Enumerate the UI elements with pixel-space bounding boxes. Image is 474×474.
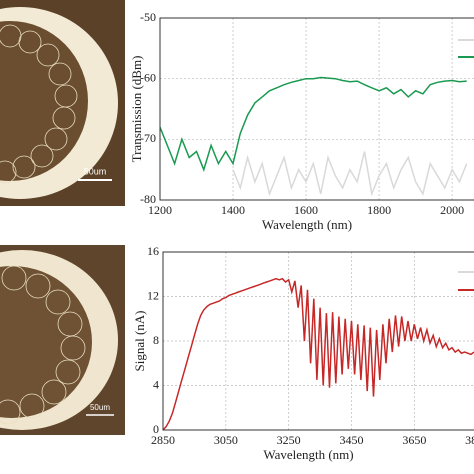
y-tick-label: -70 bbox=[140, 131, 156, 145]
micrograph-bottom: 50um bbox=[0, 245, 125, 435]
x-axis-label: Wavelength (nm) bbox=[263, 447, 353, 462]
y-tick-label: 4 bbox=[153, 377, 159, 391]
plot-frame bbox=[162, 251, 474, 431]
y-axis-label: Signal (nA) bbox=[132, 310, 147, 371]
y-tick-label: -80 bbox=[140, 192, 156, 206]
x-tick-label: 1600 bbox=[294, 203, 318, 217]
ring-inner bbox=[0, 21, 88, 181]
micrograph-top: 50um bbox=[0, 0, 125, 206]
y-tick-label: -50 bbox=[140, 10, 156, 24]
y-tick-label: 8 bbox=[153, 333, 159, 347]
x-tick-label: 3050 bbox=[214, 433, 238, 447]
data-line bbox=[159, 76, 467, 172]
y-tick-label: -60 bbox=[140, 70, 156, 84]
x-tick-label: 1200 bbox=[148, 203, 172, 217]
capillaries bbox=[0, 265, 86, 425]
x-axis-label: Wavelength (nm) bbox=[262, 217, 352, 232]
x-tick-label: 2000 bbox=[440, 203, 464, 217]
x-tick-label: 2850 bbox=[151, 433, 175, 447]
ring-inner bbox=[0, 266, 92, 418]
y-axis-label: Transmission (dBm) bbox=[129, 56, 144, 163]
y-tick-label: 12 bbox=[147, 288, 159, 302]
plot-frame bbox=[159, 17, 474, 201]
x-tick-label: 3250 bbox=[277, 433, 301, 447]
x-tick-label: 3650 bbox=[402, 433, 426, 447]
y-tick-label: 16 bbox=[147, 244, 159, 258]
x-tick-label: 1400 bbox=[221, 203, 245, 217]
data-line bbox=[162, 277, 474, 431]
scale-label: 50um bbox=[90, 403, 110, 412]
scale-label: 50um bbox=[84, 166, 107, 176]
y-tick-label: 0 bbox=[153, 422, 159, 436]
x-tick-label: 3850 bbox=[465, 433, 474, 447]
x-tick-label: 3450 bbox=[339, 433, 363, 447]
data-line bbox=[232, 151, 468, 197]
capillaries bbox=[0, 24, 78, 184]
x-tick-label: 1800 bbox=[367, 203, 391, 217]
